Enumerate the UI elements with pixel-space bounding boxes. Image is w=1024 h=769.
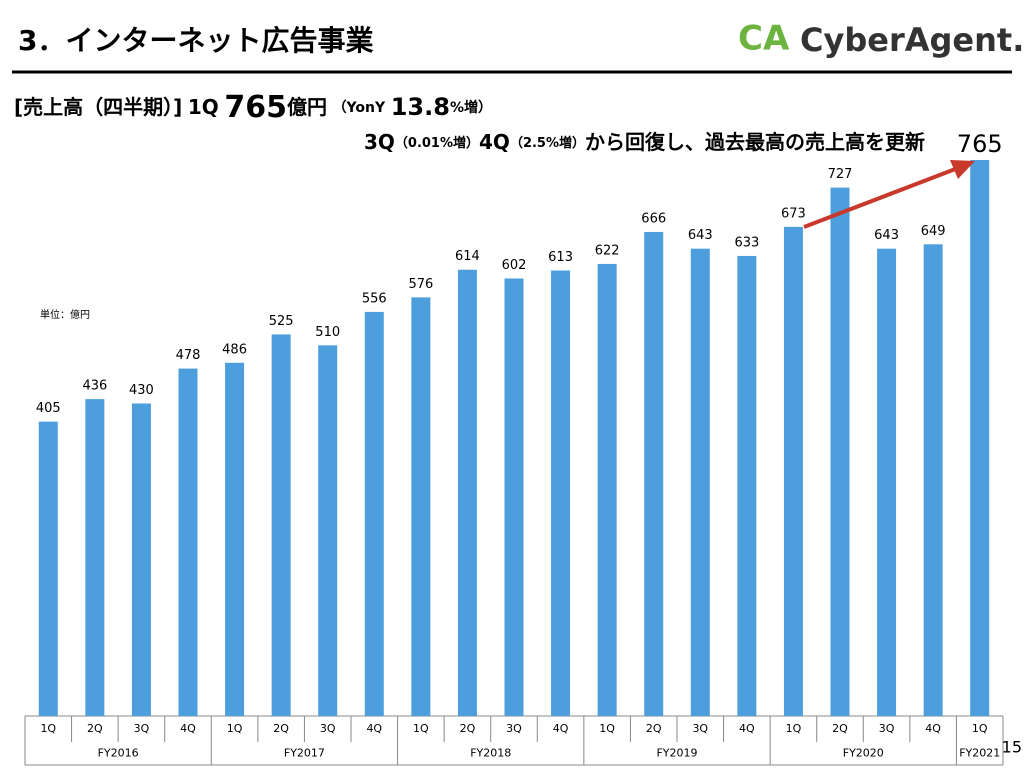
group-label: FY2020 — [843, 747, 884, 760]
headline-part: 億円 — [287, 95, 327, 119]
data-label: 510 — [315, 325, 340, 340]
headline-part: 13.8 — [391, 93, 450, 121]
logo-name: CyberAgent. — [800, 21, 1024, 59]
x-tick-label: 1Q — [599, 722, 615, 735]
x-tick-label: 3Q — [879, 722, 895, 735]
data-label: 525 — [269, 314, 294, 329]
headline-part: 1Q — [188, 95, 219, 119]
headline-part: %増） — [450, 99, 492, 116]
subheadline: 3Q（0.01%増）4Q（2.5%増）から回復し、過去最高の売上高を更新 — [364, 130, 925, 154]
x-tick-label: 4Q — [925, 722, 941, 735]
data-label: 643 — [874, 228, 899, 243]
group-label: FY2018 — [470, 747, 511, 760]
bar — [38, 421, 58, 716]
data-label: 727 — [828, 167, 853, 182]
bar — [830, 187, 850, 717]
logo: CA CyberAgent. — [738, 19, 1024, 60]
x-tick-label: 1Q — [786, 722, 802, 735]
unit-note: 単位：億円 — [40, 308, 90, 321]
x-tick-label: 4Q — [366, 722, 382, 735]
bar — [364, 311, 384, 716]
bar — [597, 263, 617, 716]
group-label: FY2017 — [284, 747, 325, 760]
group-label: FY2016 — [98, 747, 139, 760]
x-tick-label: 4Q — [180, 722, 196, 735]
x-tick-label: 4Q — [553, 722, 569, 735]
data-label: 622 — [595, 243, 620, 258]
bar — [737, 255, 757, 716]
bar — [457, 269, 477, 716]
x-tick-label: 1Q — [40, 722, 56, 735]
data-label: 576 — [408, 277, 433, 292]
bar — [411, 297, 431, 716]
data-label: 633 — [734, 235, 759, 250]
bar — [644, 231, 664, 716]
x-tick-label: 2Q — [87, 722, 103, 735]
x-tick-label: 2Q — [460, 722, 476, 735]
data-label: 666 — [641, 211, 666, 226]
x-tick-label: 3Q — [692, 722, 708, 735]
x-tick-label: 2Q — [646, 722, 662, 735]
subheadline-part: （2.5%増） — [510, 135, 585, 151]
x-tick-label: 1Q — [413, 722, 429, 735]
page-number: 15 — [1002, 738, 1022, 757]
data-label: 673 — [781, 206, 806, 221]
slide-title: 3．インターネット広告事業 — [18, 24, 373, 57]
subheadline-part: 3Q — [364, 130, 395, 154]
data-label: 486 — [222, 342, 247, 357]
data-label: 405 — [36, 401, 61, 416]
data-label: 649 — [921, 224, 946, 239]
subheadline-part: 4Q — [479, 130, 510, 154]
group-label: FY2021 — [959, 747, 1000, 760]
data-label: 478 — [176, 348, 201, 363]
bar-chart: 405 1Q 436 2Q 430 3Q 478 4Q FY2016 486 1Q 525 2Q 510 3… — [24, 130, 1004, 766]
data-label: 643 — [688, 228, 713, 243]
bar — [225, 362, 245, 716]
data-label: 602 — [502, 258, 527, 273]
x-tick-label: 1Q — [972, 722, 988, 735]
headline-part: [売上高（四半期）] — [14, 95, 182, 119]
bar — [970, 160, 990, 716]
data-label: 765 — [957, 130, 1003, 158]
arrow-shaft — [803, 166, 959, 229]
x-tick-label: 2Q — [832, 722, 848, 735]
subheadline-part: から回復し、過去最高の売上高を更新 — [585, 130, 925, 154]
subheadline-part: （0.01%増） — [395, 135, 479, 151]
headline-part: 765 — [224, 90, 287, 125]
x-tick-label: 1Q — [227, 722, 243, 735]
x-tick-label: 2Q — [273, 722, 289, 735]
x-tick-label: 4Q — [739, 722, 755, 735]
data-label: 430 — [129, 383, 154, 398]
bar — [551, 270, 571, 716]
logo-mark: CA — [738, 19, 790, 59]
bar — [923, 244, 943, 716]
bar — [131, 403, 151, 716]
data-label: 614 — [455, 249, 480, 264]
bar — [178, 368, 198, 716]
x-tick-label: 3Q — [320, 722, 336, 735]
group-label: FY2019 — [656, 747, 697, 760]
bar — [85, 399, 105, 716]
headline: [売上高（四半期）] 1Q 765億円 （YonY 13.8%増） — [14, 90, 492, 125]
headline-part: （YonY — [333, 100, 386, 116]
bar — [783, 226, 803, 716]
bar — [877, 248, 897, 716]
growth-arrow — [803, 160, 975, 229]
bar — [318, 345, 338, 716]
data-label: 556 — [362, 291, 387, 306]
bar — [690, 248, 710, 716]
data-label: 613 — [548, 250, 573, 265]
bar — [504, 278, 524, 716]
bar — [271, 334, 291, 716]
x-tick-label: 3Q — [506, 722, 522, 735]
data-label: 436 — [82, 379, 107, 394]
arrow-head — [950, 160, 975, 179]
x-tick-label: 3Q — [134, 722, 150, 735]
